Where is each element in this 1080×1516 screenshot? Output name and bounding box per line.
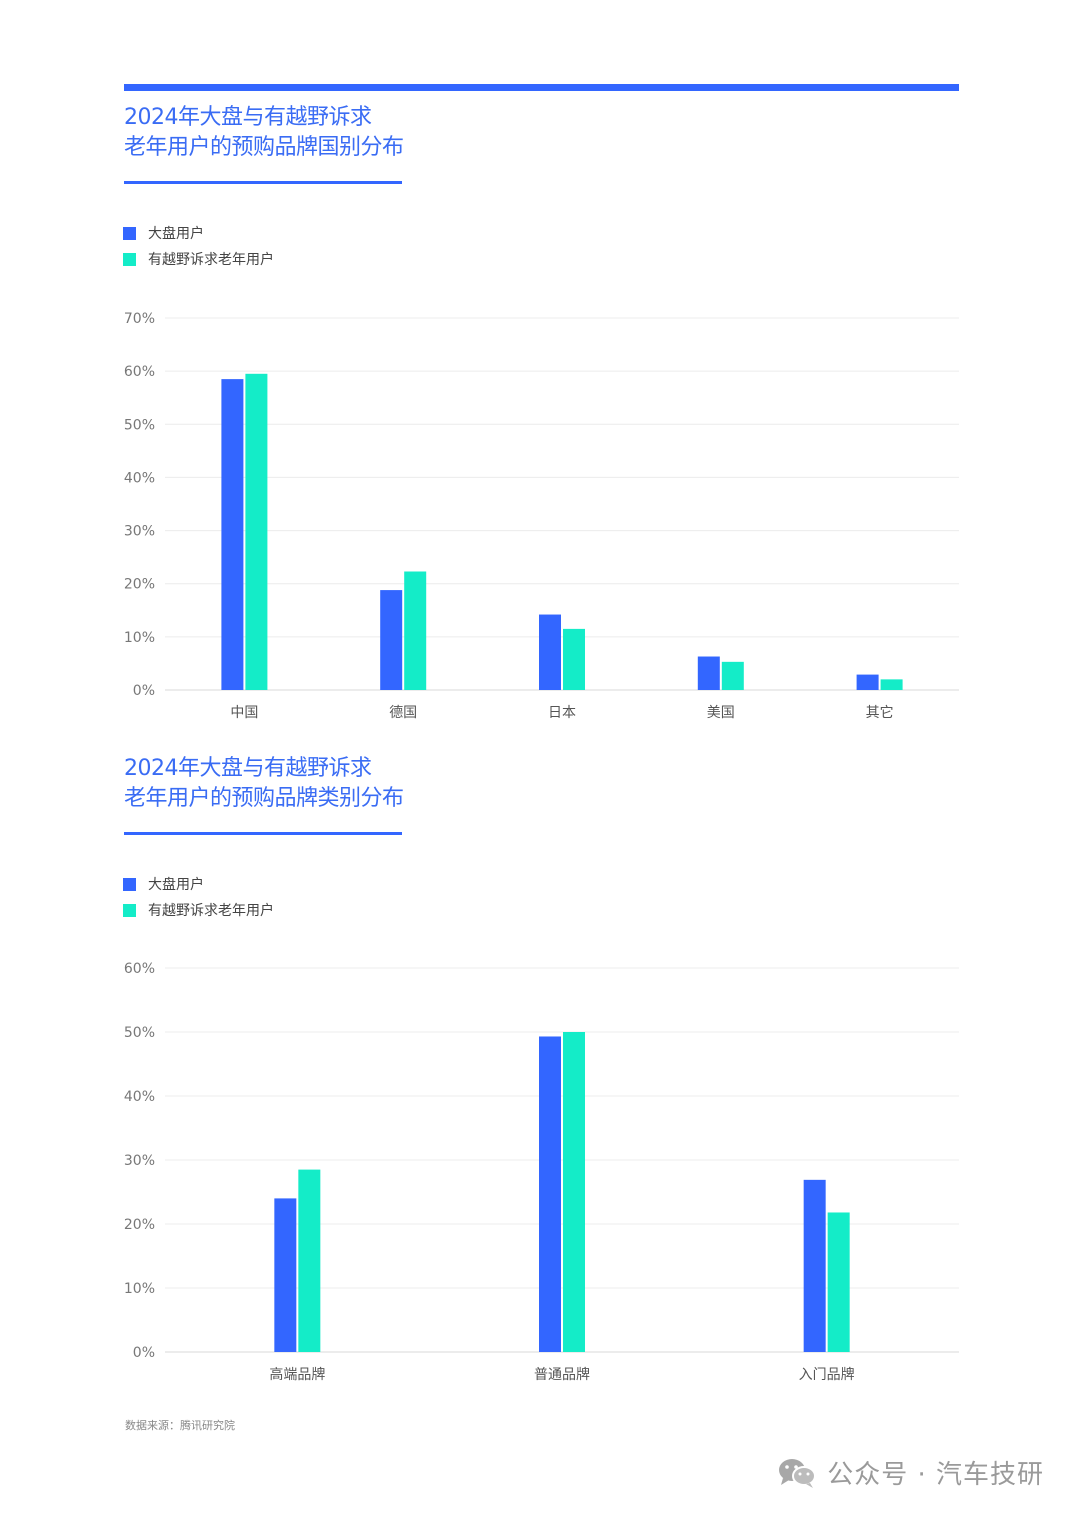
- chart2-legend-swatch-1: [123, 877, 136, 891]
- data-source-note: 数据来源：腾讯研究院: [125, 1419, 235, 1432]
- chart1-legend-label-2: 有越野诉求老年用户: [148, 252, 274, 268]
- chart2-legend-item-1: 大盘用户: [123, 871, 274, 897]
- chart2-ytick-label: 0%: [133, 1345, 155, 1361]
- chart1-plot: 0% 10% 20% 30% 40% 50% 60% 70% 中国 德国 日本 美国 其它: [124, 311, 959, 721]
- chart1-bar-series1: [221, 379, 244, 690]
- chart2-xtick-label: 入门品牌: [799, 1366, 855, 1383]
- chart1-ytick-label: 60%: [124, 364, 155, 380]
- chart2-bar-series1: [274, 1198, 297, 1352]
- chart2-legend-label-2: 有越野诉求老年用户: [148, 903, 274, 919]
- watermark-text: 公众号 · 汽车技研: [827, 1460, 1044, 1490]
- chart1-bar-series1: [697, 656, 720, 690]
- chart2-title-line2: 老年用户的预购品牌类别分布: [124, 786, 404, 811]
- chart1-ytick-label: 20%: [124, 577, 155, 593]
- chart1-xtick-label: 中国: [230, 705, 258, 721]
- chart2-xtick-label: 普通品牌: [534, 1366, 590, 1383]
- chart1-ytick-label: 70%: [124, 311, 155, 327]
- chart2-bar-series2: [827, 1212, 850, 1352]
- chart1-bar-series2: [880, 679, 903, 690]
- chart1-legend-item-1: 大盘用户: [123, 220, 274, 246]
- chart2-legend-swatch-2: [123, 903, 136, 917]
- chart1-legend-item-2: 有越野诉求老年用户: [123, 246, 274, 272]
- chart2-ytick-label: 30%: [124, 1153, 155, 1169]
- chart2-ytick-label: 10%: [124, 1281, 155, 1297]
- chart1-bar-series2: [245, 373, 268, 690]
- watermark: 公众号 · 汽车技研: [777, 1454, 1044, 1491]
- chart2-bar-series2: [298, 1169, 321, 1352]
- chart1-bar-series1: [380, 590, 403, 690]
- chart1-xtick-label: 美国: [707, 705, 735, 721]
- chart1-legend: 大盘用户 有越野诉求老年用户: [123, 220, 274, 272]
- chart1-legend-label-1: 大盘用户: [148, 226, 204, 242]
- chart2-title: 2024年大盘与有越野诉求 老年用户的预购品牌类别分布: [124, 754, 404, 814]
- chart1-title-line1: 2024年大盘与有越野诉求: [124, 105, 372, 130]
- chart2-legend-item-2: 有越野诉求老年用户: [123, 897, 274, 923]
- chart2-ytick-label: 20%: [124, 1217, 155, 1233]
- chart1-xtick-label: 日本: [548, 705, 576, 721]
- chart2-ytick-label: 40%: [124, 1089, 155, 1105]
- chart2-bar-series1: [539, 1036, 561, 1352]
- chart2-legend: 大盘用户 有越野诉求老年用户: [123, 871, 274, 923]
- chart1-bar-series2: [563, 628, 585, 690]
- chart1-legend-swatch-1: [123, 226, 136, 240]
- chart1-legend-swatch-2: [123, 252, 136, 266]
- chart1-xtick-label: 德国: [389, 705, 417, 721]
- chart2-ytick-label: 60%: [124, 961, 155, 977]
- chart1-ytick-label: 0%: [133, 683, 155, 699]
- chart2-bar-series1: [803, 1179, 826, 1352]
- chart1-ytick-label: 10%: [124, 630, 155, 646]
- chart1-xtick-label: 其它: [866, 704, 894, 721]
- chart2-plot: 0% 10% 20% 30% 40% 50% 60% 高端品牌 普通品牌 入门品牌: [124, 961, 959, 1383]
- chart2-bar-series2: [563, 1032, 585, 1352]
- chart2-title-rule: [124, 832, 402, 835]
- chart1-bar-series1: [539, 614, 561, 690]
- chart1-title-rule: [124, 181, 402, 184]
- chart2-legend-label-1: 大盘用户: [148, 877, 204, 893]
- chart1-bar-series1: [856, 674, 879, 690]
- chart1-ytick-label: 50%: [124, 417, 155, 433]
- chart1-bar-series2: [721, 661, 744, 690]
- top-accent-rule: [124, 84, 959, 91]
- chart1-title-line2: 老年用户的预购品牌国别分布: [124, 135, 404, 160]
- wechat-icon: [779, 1458, 817, 1488]
- chart1-bar-series2: [404, 571, 427, 690]
- chart1-title: 2024年大盘与有越野诉求 老年用户的预购品牌国别分布: [124, 103, 404, 163]
- chart1-ytick-label: 40%: [124, 470, 155, 486]
- chart2-xtick-label: 高端品牌: [269, 1366, 325, 1383]
- chart2-ytick-label: 50%: [124, 1025, 155, 1041]
- chart2-title-line1: 2024年大盘与有越野诉求: [124, 756, 372, 781]
- chart1-ytick-label: 30%: [124, 524, 155, 540]
